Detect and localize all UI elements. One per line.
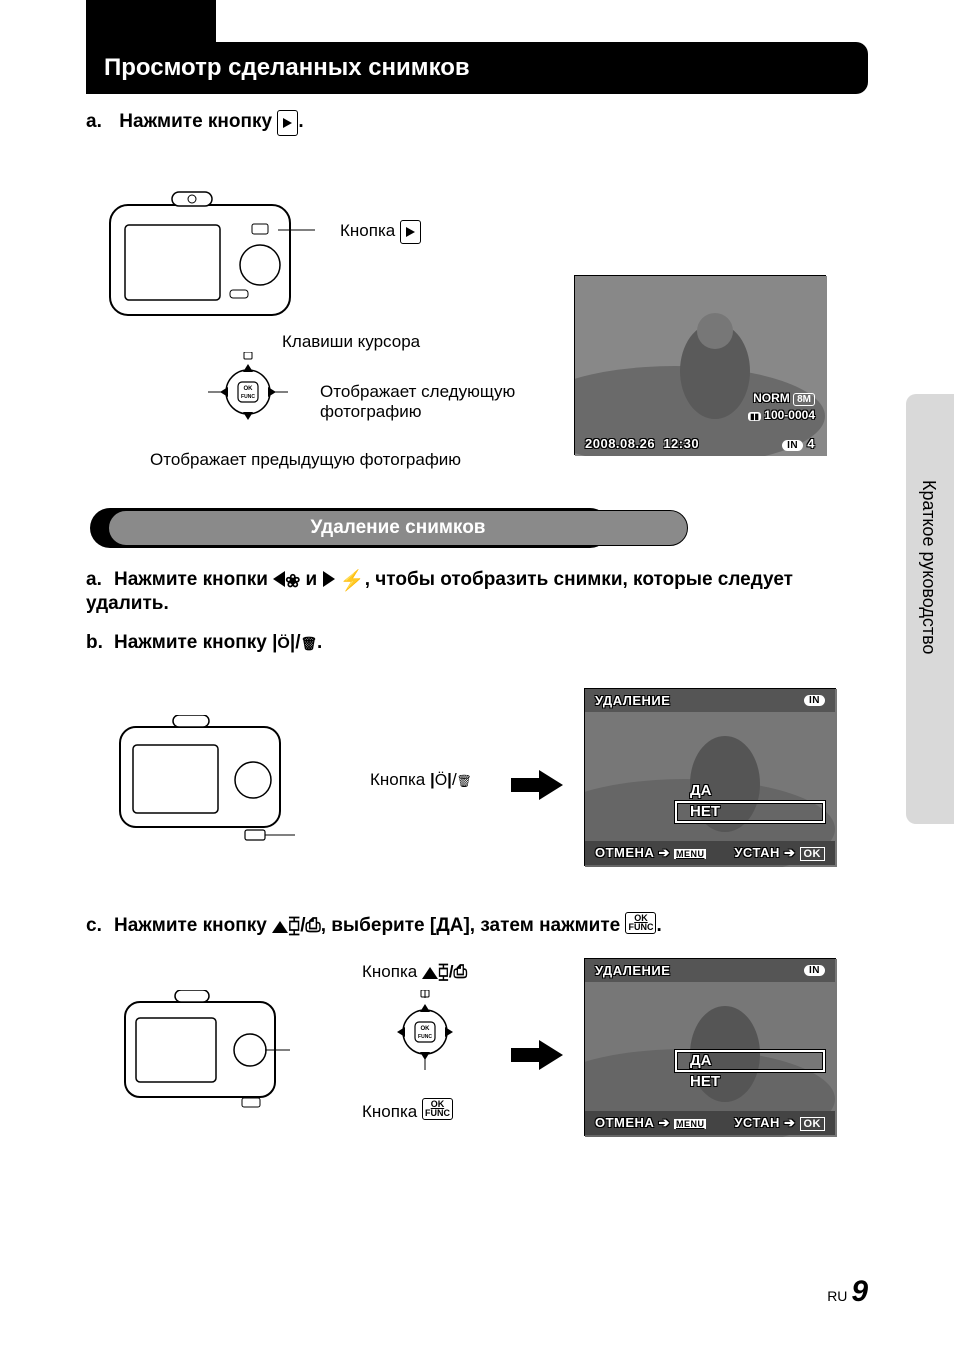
play-icon [277, 110, 298, 136]
ok-func-icon: OKFUNC [422, 1098, 453, 1120]
flash-icon: ⚡ [340, 570, 365, 592]
section-title: Просмотр сделанных снимков [104, 54, 470, 82]
up-arrow-icon [272, 921, 288, 933]
camera-diagram-review [105, 190, 315, 330]
step-b: b.Нажмите кнопку |Ö|/🗑. [86, 632, 322, 654]
step-a-delete: a.Нажмите кнопки ❀ и ⚡, чтобы отобразить… [86, 568, 834, 615]
step-a-review: a. Нажмите кнопку . [86, 110, 864, 136]
label-ok-button: Кнопка OKFUNC [362, 1098, 453, 1122]
svg-text:OK: OK [244, 386, 254, 392]
play-icon [400, 220, 421, 244]
section-title-bar: Просмотр сделанных снимков [86, 42, 868, 94]
label-up-button: Кнопка ⧮/⎙ [362, 962, 467, 982]
label-next-photo: Отображает следующуюфотографию [320, 382, 515, 422]
svg-text:FUNC: FUNC [418, 1034, 432, 1040]
label-delete-button: Кнопка |Ö|/🗑 [370, 770, 472, 790]
ok-func-icon: OKFUNC [625, 912, 656, 934]
exposure-print-icon: ⧮/⎙ [288, 915, 321, 936]
svg-text:FUNC: FUNC [241, 394, 255, 400]
right-arrow-icon [323, 571, 335, 587]
camera-diagram-confirm [120, 990, 290, 1110]
camera-diagram-delete [115, 715, 295, 845]
side-label: Краткое руководство [918, 480, 939, 654]
label-cursor-keys: Клавиши курсора [282, 332, 420, 352]
page: Просмотр сделанных снимков a. Нажмите кн… [0, 0, 954, 1357]
left-arrow-icon [273, 571, 285, 587]
page-number: RU 9 [827, 1275, 868, 1309]
macro-icon: ❀ [285, 571, 300, 591]
section-tab [86, 0, 216, 42]
lcd-delete-no: УДАЛЕНИЕ IN ДА НЕТ ОТМЕНА ➔ MENU УСТАН ➔… [584, 688, 836, 866]
timer-trash-icon: |Ö|/🗑 [430, 770, 472, 789]
svg-text:OK: OK [421, 1026, 431, 1032]
label-play-button: Кнопка [340, 220, 421, 244]
up-arrow-icon [422, 967, 438, 979]
arrow-pad-diagram: OK FUNC [208, 352, 288, 432]
lcd-delete-yes: УДАЛЕНИЕ IN ДА НЕТ ОТМЕНА ➔ MENU УСТАН ➔… [584, 958, 836, 1136]
step-c: c.Нажмите кнопку ⧮/⎙, выберите [ДА], зат… [86, 912, 854, 937]
lcd-review: NORM 8M ▮▮ 100-0004 2008.08.26 12:30 IN … [574, 275, 826, 455]
timer-trash-icon: |Ö|/🗑 [272, 632, 317, 653]
label-prev-photo: Отображает предыдущую фотографию [150, 450, 461, 470]
arrow-pad-confirm: OK FUNC [385, 990, 465, 1070]
